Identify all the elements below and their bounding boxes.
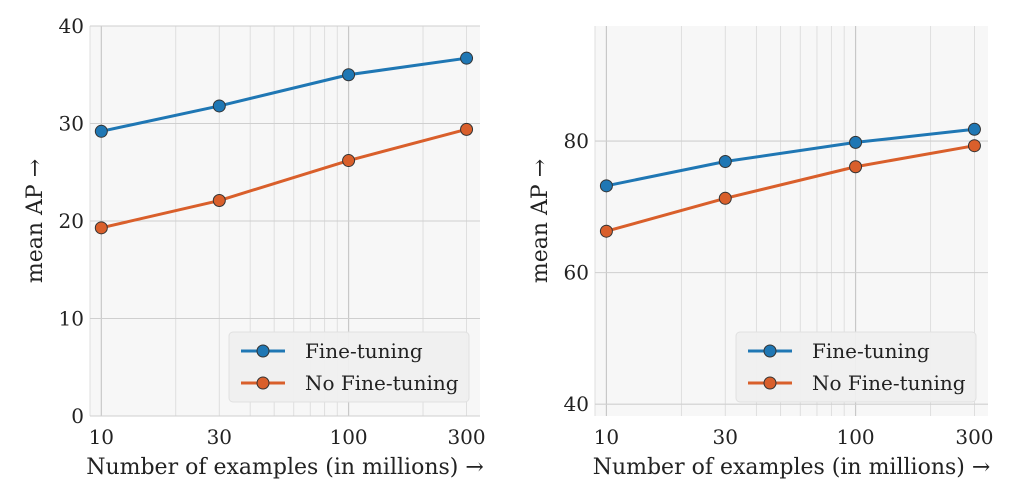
y-tick-label: 60 bbox=[564, 261, 589, 285]
data-point-fine-tuning bbox=[212, 99, 226, 113]
legend-label-fine-tuning: Fine-tuning bbox=[812, 339, 930, 363]
data-point-fine-tuning bbox=[460, 51, 474, 65]
data-point-fine-tuning bbox=[849, 135, 863, 149]
y-tick-label: 40 bbox=[59, 14, 84, 38]
legend-label-no-fine-tuning: No Fine-tuning bbox=[305, 371, 459, 395]
data-point-no-fine-tuning bbox=[212, 194, 226, 208]
left-y-axis-label: mean AP → bbox=[23, 159, 48, 283]
series-fine-tuning bbox=[599, 122, 981, 193]
data-point-no-fine-tuning bbox=[599, 224, 613, 238]
data-point-no-fine-tuning bbox=[460, 122, 474, 136]
y-tick-label: 40 bbox=[564, 392, 589, 416]
data-point-fine-tuning bbox=[967, 122, 981, 136]
data-point-fine-tuning bbox=[342, 68, 356, 82]
series-no-fine-tuning bbox=[599, 139, 981, 238]
y-tick-label: 0 bbox=[71, 404, 84, 428]
right-legend: Fine-tuning No Fine-tuning bbox=[735, 331, 977, 403]
series-fine-tuning bbox=[94, 51, 474, 138]
legend-marker-no-fine-tuning bbox=[763, 376, 777, 390]
y-tick-label: 30 bbox=[59, 112, 84, 136]
x-tick-label: 300 bbox=[955, 425, 993, 449]
series-no-fine-tuning bbox=[94, 122, 474, 235]
data-point-no-fine-tuning bbox=[94, 221, 108, 235]
left-series bbox=[94, 51, 474, 235]
data-point-no-fine-tuning bbox=[342, 154, 356, 168]
right-y-axis-ticks: 40 60 80 bbox=[564, 129, 589, 416]
legend-label-fine-tuning: Fine-tuning bbox=[305, 339, 423, 363]
x-tick-label: 30 bbox=[713, 425, 738, 449]
x-tick-label: 10 bbox=[89, 425, 114, 449]
x-tick-label: 10 bbox=[594, 425, 619, 449]
left-legend-box bbox=[228, 331, 470, 403]
right-y-axis-label: mean AP → bbox=[528, 159, 553, 283]
x-tick-label: 300 bbox=[447, 425, 485, 449]
data-point-fine-tuning bbox=[718, 154, 732, 168]
series-line-no-fine-tuning bbox=[100, 127, 467, 230]
right-x-axis-ticks: 10 30 100 300 bbox=[594, 425, 994, 449]
series-line-fine-tuning bbox=[606, 127, 975, 188]
x-tick-label: 30 bbox=[207, 425, 232, 449]
right-series bbox=[599, 122, 981, 238]
data-point-fine-tuning bbox=[94, 124, 108, 138]
right-legend-box bbox=[735, 331, 977, 403]
y-tick-label: 20 bbox=[59, 209, 84, 233]
right-x-axis-label: Number of examples (in millions) → bbox=[593, 455, 991, 480]
left-x-axis-label: Number of examples (in millions) → bbox=[86, 455, 484, 480]
left-x-axis-ticks: 10 30 100 300 bbox=[89, 425, 486, 449]
left-legend: Fine-tuning No Fine-tuning bbox=[228, 331, 470, 403]
series-line-no-fine-tuning bbox=[606, 144, 975, 233]
data-point-fine-tuning bbox=[599, 179, 613, 193]
left-legend-entry-fine-tuning: Fine-tuning bbox=[241, 339, 423, 363]
legend-marker-fine-tuning bbox=[763, 344, 777, 358]
legend-marker-no-fine-tuning bbox=[256, 376, 270, 390]
x-tick-label: 100 bbox=[836, 425, 874, 449]
legend-label-no-fine-tuning: No Fine-tuning bbox=[812, 371, 966, 395]
y-tick-label: 10 bbox=[59, 307, 84, 331]
data-point-no-fine-tuning bbox=[718, 191, 732, 205]
x-tick-label: 100 bbox=[329, 425, 367, 449]
legend-marker-fine-tuning bbox=[256, 344, 270, 358]
right-legend-entry-fine-tuning: Fine-tuning bbox=[748, 339, 930, 363]
left-legend-entry-no-fine-tuning: No Fine-tuning bbox=[241, 371, 459, 395]
right-chart-panel: 40 60 80 10 30 100 300 Number of examples (in… bbox=[528, 26, 994, 480]
data-point-no-fine-tuning bbox=[849, 160, 863, 174]
series-line-fine-tuning bbox=[100, 56, 467, 133]
right-legend-entry-no-fine-tuning: No Fine-tuning bbox=[748, 371, 966, 395]
left-y-axis-ticks: 0 10 20 30 40 bbox=[59, 14, 84, 428]
y-tick-label: 80 bbox=[564, 129, 589, 153]
data-point-no-fine-tuning bbox=[967, 139, 981, 153]
